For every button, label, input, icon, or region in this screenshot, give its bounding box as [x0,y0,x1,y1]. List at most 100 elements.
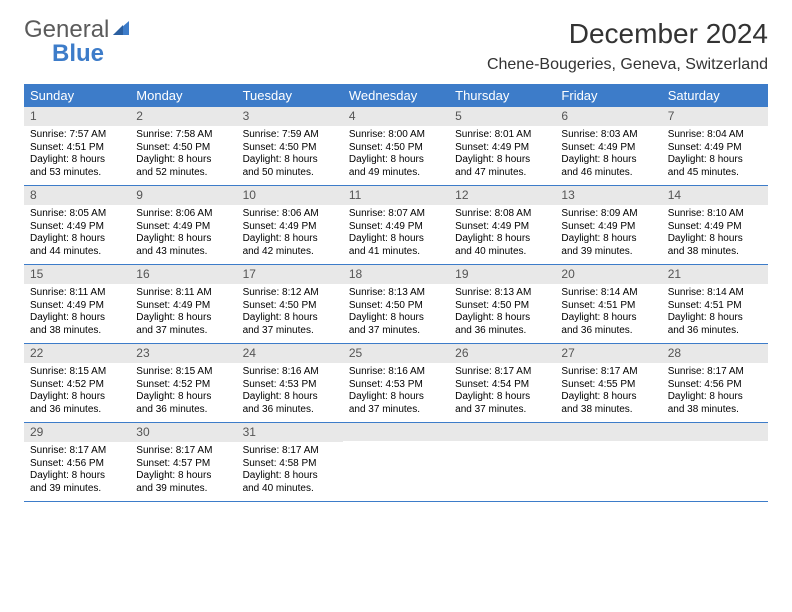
sunrise-text: Sunrise: 8:13 AM [455,287,549,300]
day-cell: 1Sunrise: 7:57 AMSunset: 4:51 PMDaylight… [24,107,130,185]
day-cell: 14Sunrise: 8:10 AMSunset: 4:49 PMDayligh… [662,186,768,264]
day-cell: 4Sunrise: 8:00 AMSunset: 4:50 PMDaylight… [343,107,449,185]
week-row: 29Sunrise: 8:17 AMSunset: 4:56 PMDayligh… [24,423,768,502]
sunset-text: Sunset: 4:53 PM [243,379,337,392]
weekday-tuesday: Tuesday [237,84,343,107]
logo-word-blue: Blue [24,40,104,67]
sunset-text: Sunset: 4:49 PM [455,221,549,234]
daylight-text: Daylight: 8 hours [561,154,655,167]
daylight-text: Daylight: 8 hours [668,233,762,246]
sunrise-text: Sunrise: 8:16 AM [243,366,337,379]
day-body: Sunrise: 8:13 AMSunset: 4:50 PMDaylight:… [449,284,555,341]
daylight-text: and 42 minutes. [243,246,337,259]
daylight-text: Daylight: 8 hours [349,233,443,246]
day-cell: 23Sunrise: 8:15 AMSunset: 4:52 PMDayligh… [130,344,236,422]
week-row: 1Sunrise: 7:57 AMSunset: 4:51 PMDaylight… [24,107,768,186]
day-body: Sunrise: 8:03 AMSunset: 4:49 PMDaylight:… [555,126,661,183]
sunset-text: Sunset: 4:56 PM [30,458,124,471]
daylight-text: and 36 minutes. [561,325,655,338]
day-cell: 5Sunrise: 8:01 AMSunset: 4:49 PMDaylight… [449,107,555,185]
sunset-text: Sunset: 4:49 PM [349,221,443,234]
sunset-text: Sunset: 4:58 PM [243,458,337,471]
day-cell [343,423,449,501]
day-number: 22 [24,344,130,363]
sunset-text: Sunset: 4:56 PM [668,379,762,392]
day-body: Sunrise: 8:13 AMSunset: 4:50 PMDaylight:… [343,284,449,341]
sunrise-text: Sunrise: 8:16 AM [349,366,443,379]
daylight-text: Daylight: 8 hours [455,391,549,404]
daylight-text: Daylight: 8 hours [349,312,443,325]
sunrise-text: Sunrise: 8:17 AM [136,445,230,458]
day-body: Sunrise: 8:17 AMSunset: 4:54 PMDaylight:… [449,363,555,420]
day-cell: 8Sunrise: 8:05 AMSunset: 4:49 PMDaylight… [24,186,130,264]
day-cell: 2Sunrise: 7:58 AMSunset: 4:50 PMDaylight… [130,107,236,185]
daylight-text: Daylight: 8 hours [668,391,762,404]
weekday-sunday: Sunday [24,84,130,107]
week-row: 8Sunrise: 8:05 AMSunset: 4:49 PMDaylight… [24,186,768,265]
day-cell: 29Sunrise: 8:17 AMSunset: 4:56 PMDayligh… [24,423,130,501]
sunset-text: Sunset: 4:49 PM [561,221,655,234]
day-body: Sunrise: 8:17 AMSunset: 4:55 PMDaylight:… [555,363,661,420]
daylight-text: and 37 minutes. [136,325,230,338]
sunrise-text: Sunrise: 7:57 AM [30,129,124,142]
daylight-text: and 53 minutes. [30,167,124,180]
sunrise-text: Sunrise: 8:10 AM [668,208,762,221]
day-body: Sunrise: 8:09 AMSunset: 4:49 PMDaylight:… [555,205,661,262]
day-number: 23 [130,344,236,363]
sunrise-text: Sunrise: 8:17 AM [243,445,337,458]
day-cell: 13Sunrise: 8:09 AMSunset: 4:49 PMDayligh… [555,186,661,264]
sunrise-text: Sunrise: 8:11 AM [30,287,124,300]
daylight-text: and 37 minutes. [455,404,549,417]
title-block: December 2024 Chene-Bougeries, Geneva, S… [487,18,768,74]
day-number: 17 [237,265,343,284]
daylight-text: and 45 minutes. [668,167,762,180]
daylight-text: Daylight: 8 hours [30,154,124,167]
daylight-text: Daylight: 8 hours [455,154,549,167]
day-cell: 27Sunrise: 8:17 AMSunset: 4:55 PMDayligh… [555,344,661,422]
sunrise-text: Sunrise: 8:12 AM [243,287,337,300]
logo-word-general: General [24,16,109,43]
sunrise-text: Sunrise: 8:04 AM [668,129,762,142]
day-cell [449,423,555,501]
month-title: December 2024 [487,18,768,50]
sunset-text: Sunset: 4:52 PM [136,379,230,392]
day-cell [662,423,768,501]
sunset-text: Sunset: 4:54 PM [455,379,549,392]
sunset-text: Sunset: 4:49 PM [136,300,230,313]
day-body: Sunrise: 8:11 AMSunset: 4:49 PMDaylight:… [130,284,236,341]
sunset-text: Sunset: 4:52 PM [30,379,124,392]
day-body: Sunrise: 8:11 AMSunset: 4:49 PMDaylight:… [24,284,130,341]
week-row: 15Sunrise: 8:11 AMSunset: 4:49 PMDayligh… [24,265,768,344]
sunrise-text: Sunrise: 8:17 AM [561,366,655,379]
day-cell: 16Sunrise: 8:11 AMSunset: 4:49 PMDayligh… [130,265,236,343]
day-body: Sunrise: 8:08 AMSunset: 4:49 PMDaylight:… [449,205,555,262]
sunrise-text: Sunrise: 8:15 AM [30,366,124,379]
daylight-text: and 37 minutes. [349,325,443,338]
day-number: 2 [130,107,236,126]
day-number: 27 [555,344,661,363]
day-number: 28 [662,344,768,363]
location: Chene-Bougeries, Geneva, Switzerland [487,56,768,74]
day-body: Sunrise: 8:16 AMSunset: 4:53 PMDaylight:… [237,363,343,420]
sunrise-text: Sunrise: 8:14 AM [561,287,655,300]
daylight-text: and 40 minutes. [243,483,337,496]
logo-text: General Blue [24,18,131,66]
day-body: Sunrise: 8:17 AMSunset: 4:56 PMDaylight:… [24,442,130,499]
day-number: 9 [130,186,236,205]
day-number: 31 [237,423,343,442]
day-cell: 24Sunrise: 8:16 AMSunset: 4:53 PMDayligh… [237,344,343,422]
day-cell: 28Sunrise: 8:17 AMSunset: 4:56 PMDayligh… [662,344,768,422]
sunrise-text: Sunrise: 8:11 AM [136,287,230,300]
day-body: Sunrise: 8:15 AMSunset: 4:52 PMDaylight:… [24,363,130,420]
day-cell: 22Sunrise: 8:15 AMSunset: 4:52 PMDayligh… [24,344,130,422]
sunrise-text: Sunrise: 8:14 AM [668,287,762,300]
sunrise-text: Sunrise: 8:17 AM [455,366,549,379]
sunset-text: Sunset: 4:49 PM [668,221,762,234]
calendar: Sunday Monday Tuesday Wednesday Thursday… [24,84,768,502]
sunrise-text: Sunrise: 8:13 AM [349,287,443,300]
day-cell: 26Sunrise: 8:17 AMSunset: 4:54 PMDayligh… [449,344,555,422]
day-body: Sunrise: 8:05 AMSunset: 4:49 PMDaylight:… [24,205,130,262]
day-body: Sunrise: 8:15 AMSunset: 4:52 PMDaylight:… [130,363,236,420]
sunset-text: Sunset: 4:50 PM [455,300,549,313]
daylight-text: and 37 minutes. [243,325,337,338]
